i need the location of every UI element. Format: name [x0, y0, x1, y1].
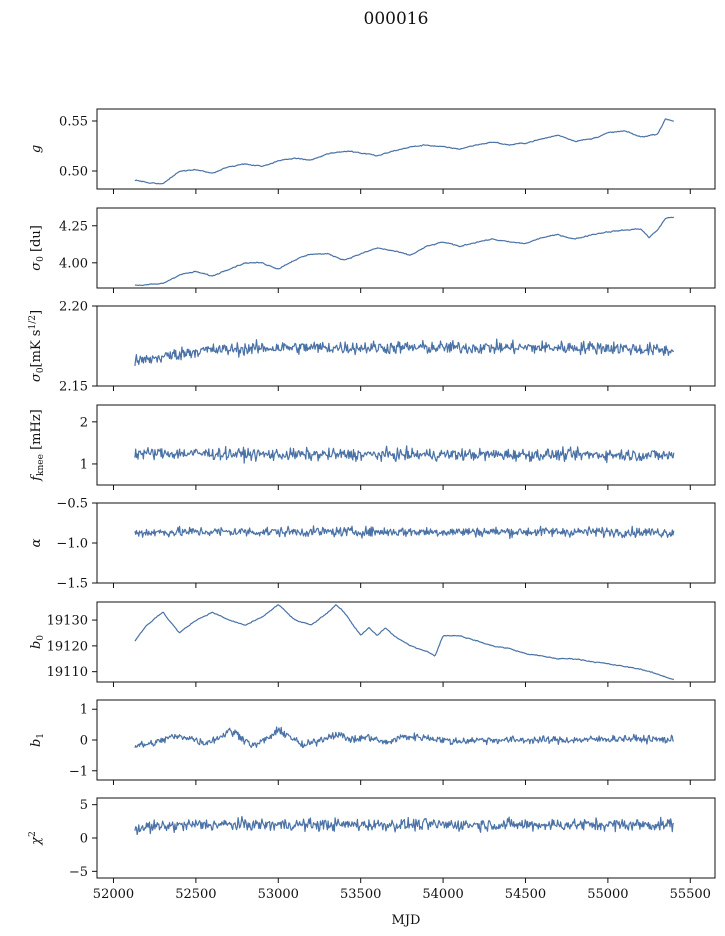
y-tick-label: 0 [80, 734, 88, 749]
y-tick-label: −1.5 [56, 577, 88, 592]
y-tick-label: −0.5 [56, 497, 88, 512]
y-axis-label: fknee [mHz] [29, 409, 46, 482]
y-axis-label: χ2 [28, 831, 44, 846]
y-tick-label: −1 [69, 764, 88, 779]
x-tick-label: 52500 [175, 887, 216, 902]
series-line-alpha [134, 525, 675, 540]
axes-frame [96, 502, 716, 584]
x-tick-label: 53000 [258, 887, 299, 902]
series-line-sigma0_du [134, 216, 674, 286]
x-tick-label: 55000 [587, 887, 628, 902]
y-axis-label: b1 [29, 733, 46, 747]
y-tick-label: 5 [80, 798, 88, 813]
axes-frame [96, 601, 716, 683]
axes-frame [96, 305, 716, 387]
y-tick-label: 2.20 [59, 300, 88, 315]
panel-1: 0.50 0.55 g [29, 108, 716, 194]
x-tick-label: 53500 [340, 887, 381, 902]
x-tick-label: 54000 [422, 887, 463, 902]
y-axis-label: σ0 [du] [29, 225, 46, 271]
panel-3: 2.15 2.20 σ0[mK s1/2] [28, 300, 716, 395]
y-axis-label: σ0[mK s1/2] [28, 310, 46, 382]
y-tick-label: −1.0 [56, 537, 88, 552]
axes-frame [96, 207, 716, 289]
series-line-fknee [134, 445, 675, 464]
x-tick-label: 55500 [670, 887, 711, 902]
axes-frame [96, 797, 716, 879]
y-tick-label: 0.50 [59, 165, 88, 180]
y-tick-label: 0 [80, 832, 88, 847]
axes-frame [96, 404, 716, 486]
series-line-chi2 [134, 815, 674, 836]
y-axis-label: b0 [29, 635, 46, 649]
y-tick-label: −5 [69, 865, 88, 880]
y-tick-label: 4.25 [59, 219, 88, 234]
panel-8: −5 0 5 52000 52500 53000 53500 54000 54500 55000 5… [28, 797, 716, 902]
panel-5: −1.5 −1.0 −0.5 α [29, 497, 716, 592]
series-line-g [134, 118, 674, 185]
x-tick-label: 52000 [93, 887, 134, 902]
axes-frame [96, 108, 716, 190]
x-tick-label: 54500 [505, 887, 546, 902]
series-line-b1 [134, 726, 674, 749]
panel-7: −1 0 1 b1 [29, 699, 716, 785]
y-axis-label: α [29, 538, 44, 547]
panel-2: 4.00 4.25 σ0 [du] [29, 207, 716, 293]
y-tick-label: 1 [80, 703, 88, 718]
y-tick-label: 1 [80, 457, 88, 472]
y-tick-label: 0.55 [59, 115, 88, 130]
y-tick-label: 2 [80, 415, 88, 430]
series-line-b0 [134, 604, 675, 681]
y-tick-label: 4.00 [59, 256, 88, 271]
x-axis-label: MJD [392, 913, 421, 928]
y-tick-label: 19110 [47, 665, 88, 680]
figure-title: 000016 [364, 9, 429, 29]
y-axis-label: g [29, 145, 44, 153]
y-tick-label: 19120 [47, 639, 88, 654]
series-line-sigma0_mK [134, 338, 674, 367]
y-tick-label: 19130 [47, 614, 88, 629]
y-tick-label: 2.15 [59, 380, 88, 395]
panel-4: 1 2 fknee [mHz] [29, 404, 716, 490]
